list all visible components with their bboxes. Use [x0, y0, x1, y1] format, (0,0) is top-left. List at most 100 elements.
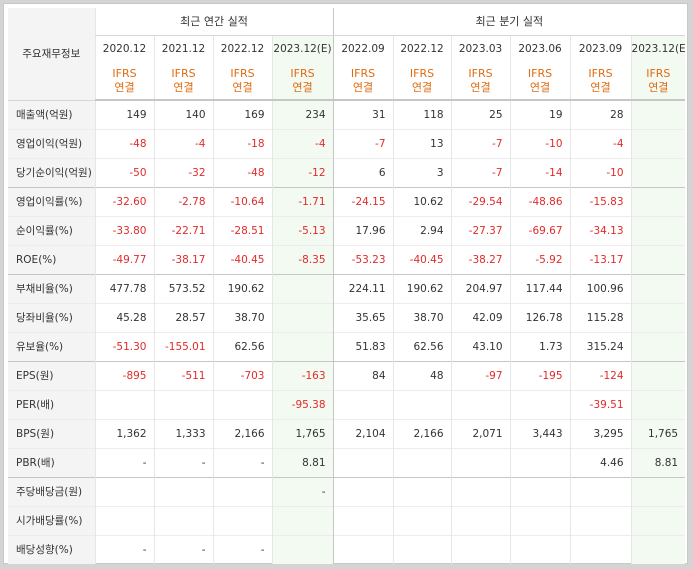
table-cell: 2,071 [450, 418, 511, 448]
table-cell: 6 [332, 157, 394, 187]
row-label: ROE(%) [8, 244, 95, 274]
table-cell: 19 [509, 99, 571, 129]
table-cell: 224.11 [332, 273, 394, 303]
table-cell: 1,362 [94, 418, 154, 448]
table-cell [212, 476, 272, 506]
table-cell: 100.96 [569, 273, 632, 303]
label-column-header: 주요재무정보 [8, 8, 95, 101]
row-label: BPS(원) [8, 418, 95, 448]
table-cell: -7 [332, 128, 394, 158]
table-cell: -5.92 [509, 244, 571, 274]
table-row: 영업이익률(%) -32.60 -2.78 -10.64 -1.71 -24.15 10.6… [8, 186, 686, 216]
table-cell [332, 505, 394, 535]
table-cell: 117.44 [509, 273, 571, 303]
table-cell: -1.71 [271, 186, 334, 216]
table-cell: 2,166 [212, 418, 272, 448]
table-cell: 31 [332, 99, 394, 129]
accounting-standard: IFRS [290, 66, 315, 80]
source-basis: IFRS 연결 [94, 62, 154, 101]
table-cell: -33.80 [94, 215, 154, 245]
table-cell [630, 215, 686, 245]
table-cell [630, 99, 686, 129]
row-label: 당기순이익(억원) [8, 157, 95, 187]
table-cell [630, 186, 686, 216]
table-cell [450, 476, 511, 506]
table-cell: -12 [271, 157, 334, 187]
table-cell: - [153, 534, 213, 564]
table-cell: 118 [392, 99, 452, 129]
table-cell [392, 389, 452, 419]
table-cell [332, 534, 394, 564]
table-cell: 169 [212, 99, 272, 129]
accounting-standard: IFRS [230, 66, 255, 80]
row-label: PER(배) [8, 389, 95, 419]
table-cell: 315.24 [569, 331, 632, 361]
table-cell: -124 [569, 360, 632, 390]
source-basis: IFRS 연결 [569, 62, 632, 101]
table-cell: -27.37 [450, 215, 511, 245]
table-cell: 190.62 [392, 273, 452, 303]
table-cell [392, 476, 452, 506]
table-cell: -895 [94, 360, 154, 390]
table-cell: 38.70 [392, 302, 452, 332]
table-row: PER(배) -95.38 -39.51 [8, 389, 686, 419]
table-cell [509, 389, 571, 419]
table-cell: 1,765 [271, 418, 334, 448]
row-label: 유보율(%) [8, 331, 95, 361]
annual-header: 최근 연간 실적 [94, 8, 334, 36]
table-cell: -22.71 [153, 215, 213, 245]
table-cell: -163 [271, 360, 334, 390]
table-cell: 1,333 [153, 418, 213, 448]
table-cell: 234 [271, 99, 334, 129]
table-cell [630, 302, 686, 332]
table-row: 당좌비율(%) 45.28 28.57 38.70 35.65 38.70 42.09 126… [8, 302, 686, 332]
consolidation-type: 연결 [292, 80, 313, 94]
table-row: 순이익률(%) -33.80 -22.71 -28.51 -5.13 17.96 2.94-… [8, 215, 686, 245]
table-cell: - [153, 447, 213, 477]
table-row: ROE(%) -49.77 -38.17 -40.45 -8.35 -53.23 -40.4… [8, 244, 686, 274]
table-cell [450, 534, 511, 564]
period-header: 2022.09 [332, 35, 394, 62]
table-cell: -95.38 [271, 389, 334, 419]
table-cell: 38.70 [212, 302, 272, 332]
period-header: 2023.06 [509, 35, 571, 62]
table-cell: 126.78 [509, 302, 571, 332]
table-cell [392, 534, 452, 564]
period-header: 2020.12 [94, 35, 154, 62]
table-cell: -53.23 [332, 244, 394, 274]
table-cell: 140 [153, 99, 213, 129]
accounting-standard: IFRS [527, 66, 553, 80]
table-cell [509, 505, 571, 535]
table-cell: -40.45 [392, 244, 452, 274]
table-cell: -38.17 [153, 244, 213, 274]
table-cell: 204.97 [450, 273, 511, 303]
table-cell: 43.10 [450, 331, 511, 361]
table-cell [450, 447, 511, 477]
table-cell: -24.15 [332, 186, 394, 216]
source-basis: IFRS 연결 [392, 62, 452, 101]
table-cell [153, 476, 213, 506]
table-cell [450, 389, 511, 419]
table-cell: -97 [450, 360, 511, 390]
table-cell [271, 505, 334, 535]
table-cell [94, 389, 154, 419]
table-cell: 8.81 [630, 447, 686, 477]
table-cell: -48.86 [509, 186, 571, 216]
table-row: EPS(원) -895 -511 -703 -163 84 48 -97 -195 -124 [8, 360, 686, 390]
table-row: 배당성향(%) - - - [8, 534, 686, 564]
table-cell [392, 447, 452, 477]
table-cell [630, 157, 686, 187]
table-cell: -4 [153, 128, 213, 158]
table-cell [630, 389, 686, 419]
accounting-standard: IFRS [350, 66, 376, 80]
consolidation-type: 연결 [232, 80, 253, 94]
table-cell [332, 476, 394, 506]
table-row: 매출액(억원) 149 140 169 234 31 118 25 19 28 [8, 99, 686, 129]
table-cell [94, 505, 154, 535]
row-label: 시가배당률(%) [8, 505, 95, 535]
table-cell [509, 534, 571, 564]
table-cell: -48 [94, 128, 154, 158]
table-cell [392, 505, 452, 535]
table-cell: 3,443 [509, 418, 571, 448]
table-row: 시가배당률(%) [8, 505, 686, 535]
